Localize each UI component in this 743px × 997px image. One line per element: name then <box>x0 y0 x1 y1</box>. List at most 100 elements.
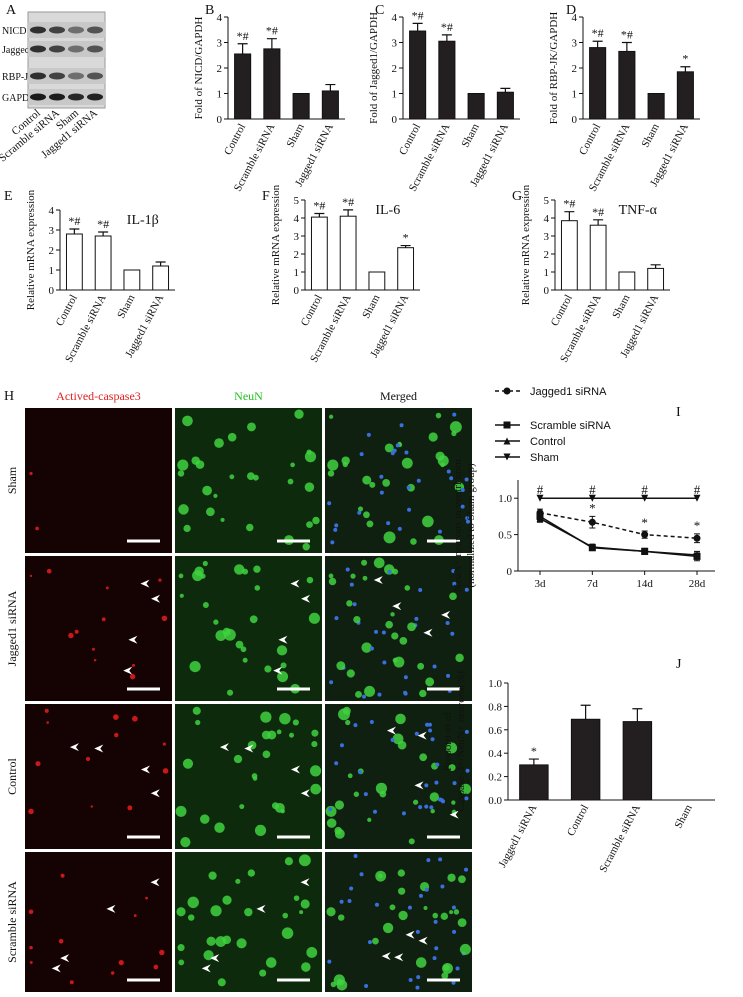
green-cell <box>271 802 279 810</box>
blue-nucleus <box>449 476 454 481</box>
green-cell <box>224 628 236 641</box>
green-cell <box>300 899 310 909</box>
red-signal <box>28 909 34 915</box>
green-cell <box>180 837 191 848</box>
red-signal <box>68 632 74 639</box>
green-cell <box>202 560 208 567</box>
significance-label: # <box>537 482 544 497</box>
green-cell <box>442 962 453 974</box>
blue-nucleus <box>427 722 432 727</box>
green-cell <box>178 573 184 579</box>
blue-nucleus <box>390 451 395 456</box>
marker <box>693 534 701 542</box>
bar <box>467 93 485 120</box>
marker <box>503 453 511 461</box>
error-bar <box>632 708 643 722</box>
blue-nucleus <box>425 722 430 727</box>
error-bar <box>69 228 80 234</box>
green-cell <box>208 871 217 880</box>
blue-nucleus <box>434 946 439 951</box>
y-tick-label: 1.0 <box>498 493 512 505</box>
x-tick-label: Jagged1 siRNA <box>496 803 539 870</box>
green-cell <box>264 665 272 673</box>
bar <box>234 53 252 120</box>
blue-nucleus <box>441 799 446 804</box>
significance-label: *# <box>237 29 249 43</box>
marker <box>693 494 701 502</box>
bar <box>618 50 636 120</box>
red-signal <box>29 574 33 578</box>
blue-nucleus <box>358 770 363 775</box>
panel-letter: J <box>676 657 682 672</box>
legend-label: Control <box>530 436 565 448</box>
green-cell <box>364 685 376 697</box>
green-cell <box>336 661 346 671</box>
arrowhead <box>301 594 311 603</box>
blue-nucleus <box>451 905 456 910</box>
green-cell <box>214 822 225 833</box>
x-tick-label: Sham <box>672 802 695 830</box>
y-tick-label: 4 <box>572 12 578 24</box>
red-signal <box>28 808 34 815</box>
blue-nucleus <box>415 929 420 934</box>
green-cell <box>306 947 318 958</box>
x-tick-label: Sham <box>639 121 662 149</box>
micrograph-header: Actived-caspase3 <box>56 389 141 403</box>
green-cell <box>177 944 185 952</box>
marker <box>693 551 701 559</box>
significance-label: *# <box>313 199 325 213</box>
green-cell <box>206 507 215 517</box>
green-cell <box>249 615 258 624</box>
blot-strip <box>28 41 105 57</box>
arrowhead <box>140 579 150 588</box>
blue-nucleus <box>382 660 387 665</box>
x-tick-label: Sham <box>459 121 482 149</box>
x-tick-label: Sham <box>360 292 383 320</box>
blot-band <box>68 72 84 80</box>
bar <box>263 48 281 120</box>
blue-nucleus <box>430 737 435 742</box>
green-cell <box>441 972 449 980</box>
green-cell <box>200 814 210 824</box>
green-cell <box>182 758 194 769</box>
green-cell <box>449 910 454 915</box>
green-cell <box>183 524 191 533</box>
bar <box>589 224 607 291</box>
blue-nucleus <box>433 919 438 924</box>
arrowhead <box>290 579 300 588</box>
arrowhead <box>300 789 310 798</box>
green-cell <box>399 637 408 645</box>
green-cell <box>299 910 304 915</box>
green-cell <box>449 592 457 601</box>
error-bar <box>237 43 248 54</box>
x-tick-label: Control <box>222 122 248 157</box>
green-cell <box>362 475 372 485</box>
green-cell <box>226 689 234 696</box>
green-cell <box>301 962 311 972</box>
arrowhead <box>94 744 104 753</box>
blue-nucleus <box>451 569 456 574</box>
significance-label: *# <box>68 214 80 228</box>
green-cell <box>451 430 457 437</box>
green-cell <box>347 773 353 779</box>
red-signal <box>60 873 65 878</box>
arrowhead <box>60 954 70 963</box>
legend-label: Sham <box>530 452 559 464</box>
y-axis-label: NeuN+ neurons in ventrl horn <box>452 459 464 592</box>
blue-nucleus <box>428 728 433 733</box>
green-cell <box>220 517 225 522</box>
x-tick-label: 14d <box>636 578 653 590</box>
green-cell <box>397 887 406 895</box>
red-signal <box>74 629 79 634</box>
blot-band <box>30 26 46 34</box>
x-tick-label: Scramble siRNA <box>597 803 643 875</box>
y-tick-label: 3 <box>217 38 223 50</box>
blue-nucleus <box>327 959 332 964</box>
green-cell <box>202 485 212 496</box>
y-tick-label: 4 <box>217 12 223 24</box>
green-cell <box>306 576 314 584</box>
y-tick-label: 0.2 <box>488 772 502 784</box>
green-cell <box>239 804 245 810</box>
blue-nucleus <box>395 443 400 448</box>
significance-label: * <box>682 52 688 66</box>
